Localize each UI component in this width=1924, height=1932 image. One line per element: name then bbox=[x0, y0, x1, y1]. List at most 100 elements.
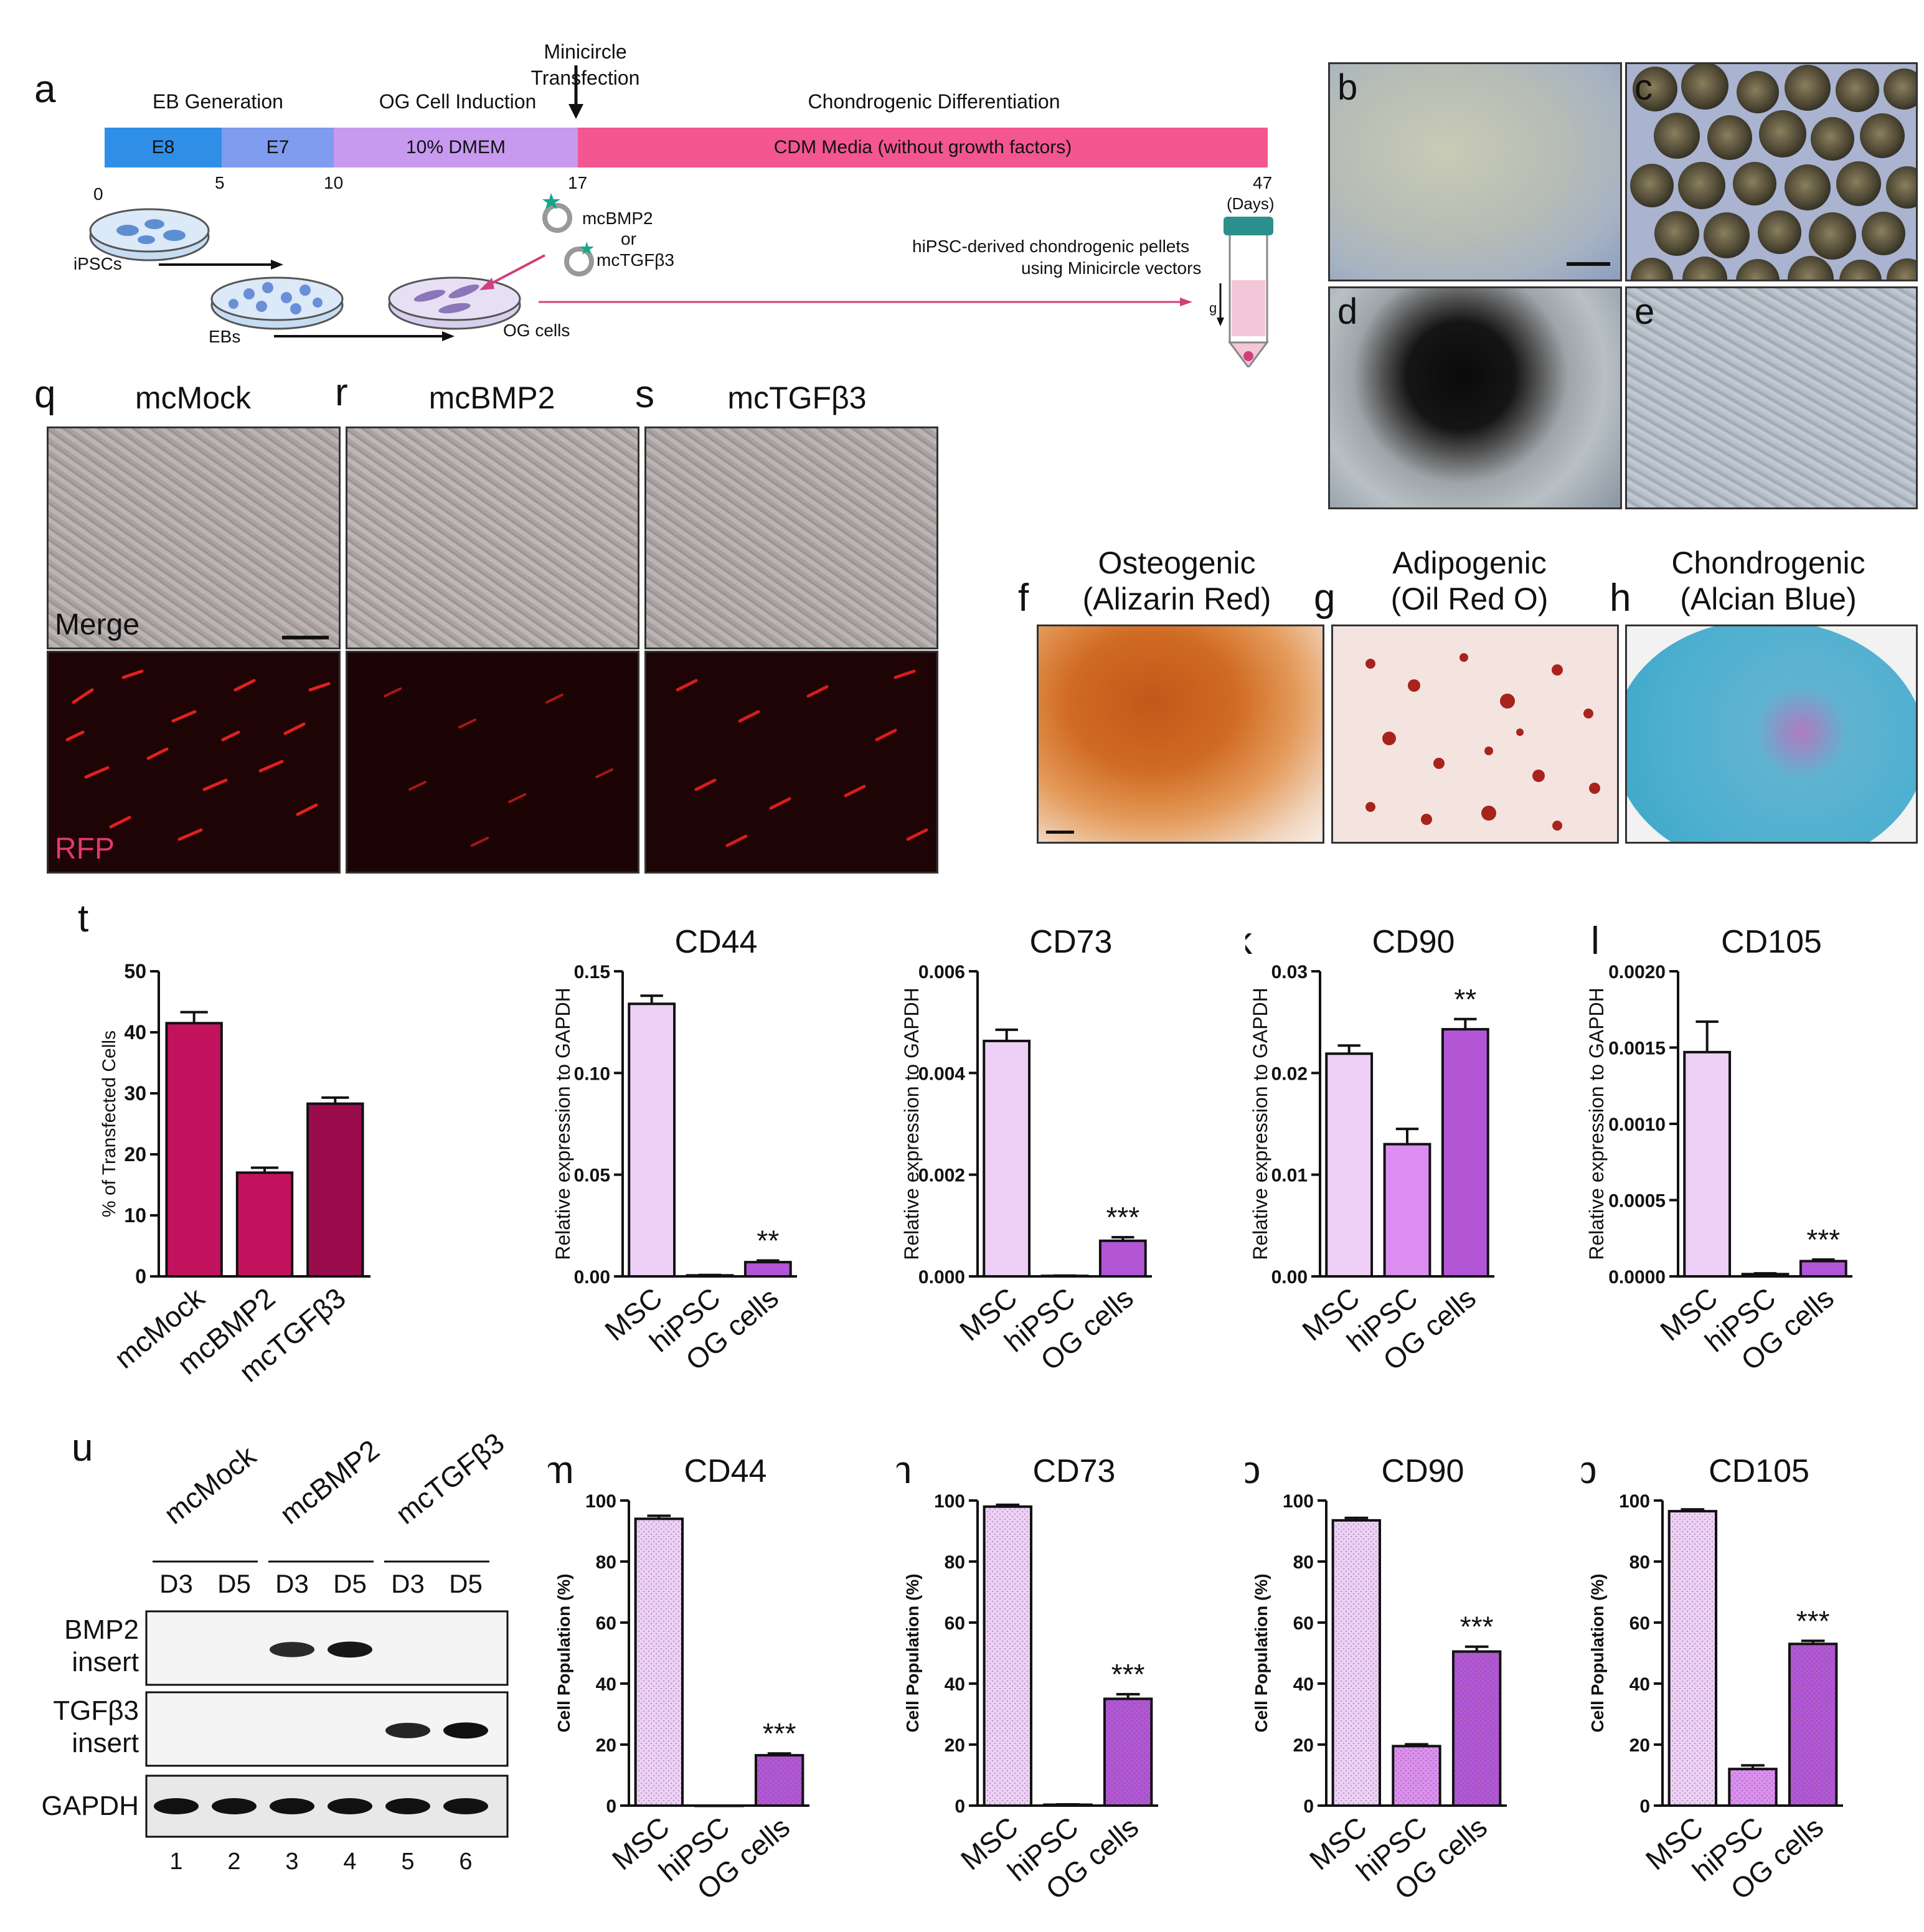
y-axis-label: Cell Population (%) bbox=[903, 1573, 922, 1732]
y-tick-label: 0.00 bbox=[1271, 1267, 1308, 1288]
panel-letter-j: j bbox=[897, 920, 899, 963]
blot-day-label: D3 bbox=[391, 1569, 425, 1598]
micrograph-e: e bbox=[1625, 286, 1918, 509]
significance-marker: *** bbox=[763, 1717, 796, 1750]
panel-letter-a: a bbox=[34, 68, 56, 111]
micrograph-d: d bbox=[1328, 286, 1622, 509]
y-tick-label: 40 bbox=[1629, 1674, 1650, 1695]
y-tick-label: 100 bbox=[585, 1491, 616, 1512]
bar bbox=[1799, 1260, 1847, 1278]
eb-dish-icon bbox=[210, 276, 344, 330]
segment-dmem-label: 10% DMEM bbox=[405, 137, 506, 158]
y-tick-label: 0.0020 bbox=[1608, 962, 1666, 982]
y-tick-label: 20 bbox=[1629, 1735, 1650, 1756]
title-f-sub: (Alizarin Red) bbox=[1082, 582, 1271, 616]
bar bbox=[1331, 1519, 1382, 1807]
y-tick-label: 0 bbox=[606, 1796, 616, 1817]
significance-marker: *** bbox=[1806, 1223, 1840, 1256]
y-axis-label: Relative expression to GAPDH bbox=[1585, 987, 1608, 1260]
y-tick-label: 100 bbox=[1619, 1491, 1650, 1512]
y-tick-label: 0.05 bbox=[574, 1166, 610, 1186]
significance-marker: *** bbox=[1460, 1611, 1494, 1643]
y-tick-label: 0.00 bbox=[574, 1267, 610, 1288]
y-axis-label: Relative expression to GAPDH bbox=[1249, 987, 1271, 1260]
bar bbox=[743, 1261, 792, 1278]
blot-band bbox=[154, 1798, 199, 1814]
y-tick-label: 0.01 bbox=[1271, 1166, 1308, 1186]
title-h: Chondrogenic (Alcian Blue) bbox=[1638, 545, 1899, 617]
y-tick-label: 0.02 bbox=[1271, 1063, 1308, 1084]
bar bbox=[1667, 1510, 1718, 1807]
label-og-cells: OG cells bbox=[503, 321, 570, 340]
blot-band bbox=[385, 1798, 430, 1814]
y-tick-label: 0 bbox=[1303, 1796, 1314, 1817]
bar bbox=[754, 1754, 804, 1807]
bar bbox=[1728, 1768, 1778, 1807]
day-0: 0 bbox=[93, 184, 103, 204]
label-g: g bbox=[1209, 300, 1217, 316]
label-ebs: EBs bbox=[209, 327, 241, 346]
blot-row-label: insert bbox=[72, 1728, 139, 1758]
chart-i: CD44iRelative expression to GAPDH0.000.0… bbox=[552, 924, 797, 1377]
adipogenic-image bbox=[1331, 624, 1619, 844]
blot-day-label: D3 bbox=[275, 1569, 309, 1598]
lane-number: 3 bbox=[285, 1849, 298, 1874]
segment-e8-label: E8 bbox=[151, 137, 175, 158]
chart-title: CD90 bbox=[1382, 1453, 1464, 1489]
y-tick-label: 0.0015 bbox=[1608, 1039, 1666, 1059]
blot-band bbox=[212, 1798, 257, 1814]
y-tick-label: 60 bbox=[1293, 1613, 1314, 1634]
y-tick-label: 0.0005 bbox=[1608, 1191, 1666, 1212]
y-tick-label: 40 bbox=[124, 1021, 146, 1044]
label-pellet-line1: hiPSC-derived chondrogenic pellets bbox=[912, 237, 1190, 256]
panel-letter-o: o bbox=[1245, 1449, 1260, 1492]
y-tick-label: 80 bbox=[1629, 1552, 1650, 1573]
scale-bar-q bbox=[282, 636, 329, 639]
segment-e7-label: E7 bbox=[266, 137, 290, 158]
panel-letter-p: p bbox=[1582, 1449, 1596, 1492]
blot-row-label: BMP2 bbox=[64, 1614, 139, 1645]
rfp-label: RFP bbox=[55, 832, 115, 865]
pellet-tube-icon bbox=[1217, 217, 1273, 367]
panel-letter-h: h bbox=[1610, 577, 1631, 620]
bar bbox=[1098, 1239, 1147, 1278]
blot-day-label: D5 bbox=[217, 1569, 251, 1598]
bar bbox=[1788, 1642, 1838, 1807]
y-tick-label: 50 bbox=[124, 960, 146, 982]
protocol-schematic bbox=[89, 193, 1273, 367]
micrograph-b: b bbox=[1328, 62, 1622, 281]
y-tick-label: 80 bbox=[945, 1552, 965, 1573]
oil-red-droplets bbox=[1365, 653, 1600, 831]
merge-image-s bbox=[644, 426, 938, 649]
day-10: 10 bbox=[324, 173, 344, 192]
significance-marker: ** bbox=[1454, 983, 1476, 1015]
label-pellet-line2: using Minicircle vectors bbox=[1021, 258, 1202, 278]
y-tick-label: 0.03 bbox=[1271, 962, 1308, 982]
scale-bar-f bbox=[1046, 831, 1074, 834]
panel-letter-f: f bbox=[1018, 577, 1029, 620]
title-f: Osteogenic (Alizarin Red) bbox=[1059, 545, 1295, 617]
blot-row-bmp2 bbox=[145, 1610, 509, 1686]
y-tick-label: 0.0000 bbox=[1608, 1267, 1666, 1288]
phase-chondrogenic: Chondrogenic Differentiation bbox=[808, 90, 1060, 113]
rfp-cells-s bbox=[676, 669, 928, 847]
y-tick-label: 0.004 bbox=[918, 1063, 965, 1084]
blot-group-label: mcTGFβ3 bbox=[390, 1426, 511, 1530]
panel-letter-g: g bbox=[1314, 577, 1336, 620]
timeline-bar: E8 E7 10% DMEM CDM Media (without growth… bbox=[105, 128, 1268, 167]
y-tick-label: 60 bbox=[945, 1613, 965, 1634]
bar bbox=[983, 1505, 1033, 1807]
lane-number: 2 bbox=[227, 1849, 240, 1874]
y-tick-label: 0.15 bbox=[574, 962, 610, 982]
bar bbox=[1451, 1650, 1502, 1807]
spheroids-image bbox=[1630, 64, 1916, 280]
title-g-main: Adipogenic bbox=[1392, 545, 1547, 580]
rfp-cells-q bbox=[65, 669, 331, 841]
chart-title: CD44 bbox=[684, 1453, 767, 1489]
blot-day-label: D5 bbox=[449, 1569, 483, 1598]
y-tick-label: 20 bbox=[1293, 1735, 1314, 1756]
y-tick-label: 0 bbox=[955, 1796, 965, 1817]
significance-marker: *** bbox=[1796, 1605, 1830, 1637]
